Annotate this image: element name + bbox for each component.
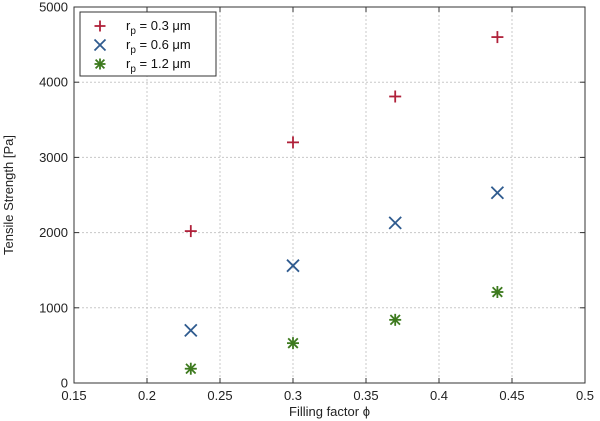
legend-marker-asterisk: [94, 58, 106, 70]
legend-entry-label: rp = 1.2 μm: [126, 56, 191, 75]
axes: 0.15 0.2 0.25 0.3 0.35 0.4 0.45 0.5 0 1000 2000 300…: [39, 0, 594, 403]
data-point-plus-2: [287, 136, 299, 149]
y-tick-label: 1000: [39, 300, 68, 315]
data-point-plus-3: [389, 90, 402, 103]
y-tick-label: 3000: [39, 150, 68, 165]
x-tick-label: 0.3: [284, 388, 302, 403]
data-point-asterisk-4: [491, 286, 504, 299]
x-tick-label: 0.25: [207, 388, 232, 403]
x-tick-label: 0.45: [499, 388, 524, 403]
data-point-cross-3: [388, 216, 402, 230]
data-point-cross-2: [286, 259, 300, 273]
x-tick-label: 0.2: [138, 388, 156, 403]
x-tick-label: 0.15: [61, 388, 86, 403]
y-axis-label: Tensile Strength [Pa]: [1, 135, 16, 255]
x-axis-label: Filling factor ϕ: [289, 404, 370, 419]
y-tick-label: 5000: [39, 0, 68, 15]
grid: [74, 7, 585, 383]
x-tick-label: 0.4: [430, 388, 448, 403]
data-point-plus-4: [491, 31, 504, 44]
x-tick-label: 0.5: [576, 388, 594, 403]
data-point-asterisk-2: [287, 337, 299, 350]
data-point-asterisk-3: [389, 313, 402, 326]
legend-entry-label: rp = 0.3 μm: [126, 18, 191, 37]
y-tick-label: 4000: [39, 75, 68, 90]
x-tick-label: 0.35: [353, 388, 378, 403]
data-points: [184, 31, 505, 375]
data-point-asterisk-1: [184, 362, 197, 375]
data-point-plus-1: [184, 225, 197, 238]
legend-box: [79, 11, 217, 77]
legend-entry-label: rp = 0.6 μm: [126, 37, 191, 56]
y-tick-label: 0: [61, 376, 68, 391]
data-point-cross-1: [184, 323, 198, 337]
plot-frame: [73, 6, 586, 384]
data-point-cross-4: [490, 186, 505, 200]
y-tick-label: 2000: [39, 225, 68, 240]
legend-marker-cross: [93, 38, 107, 52]
legend-marker-plus: [94, 20, 106, 32]
